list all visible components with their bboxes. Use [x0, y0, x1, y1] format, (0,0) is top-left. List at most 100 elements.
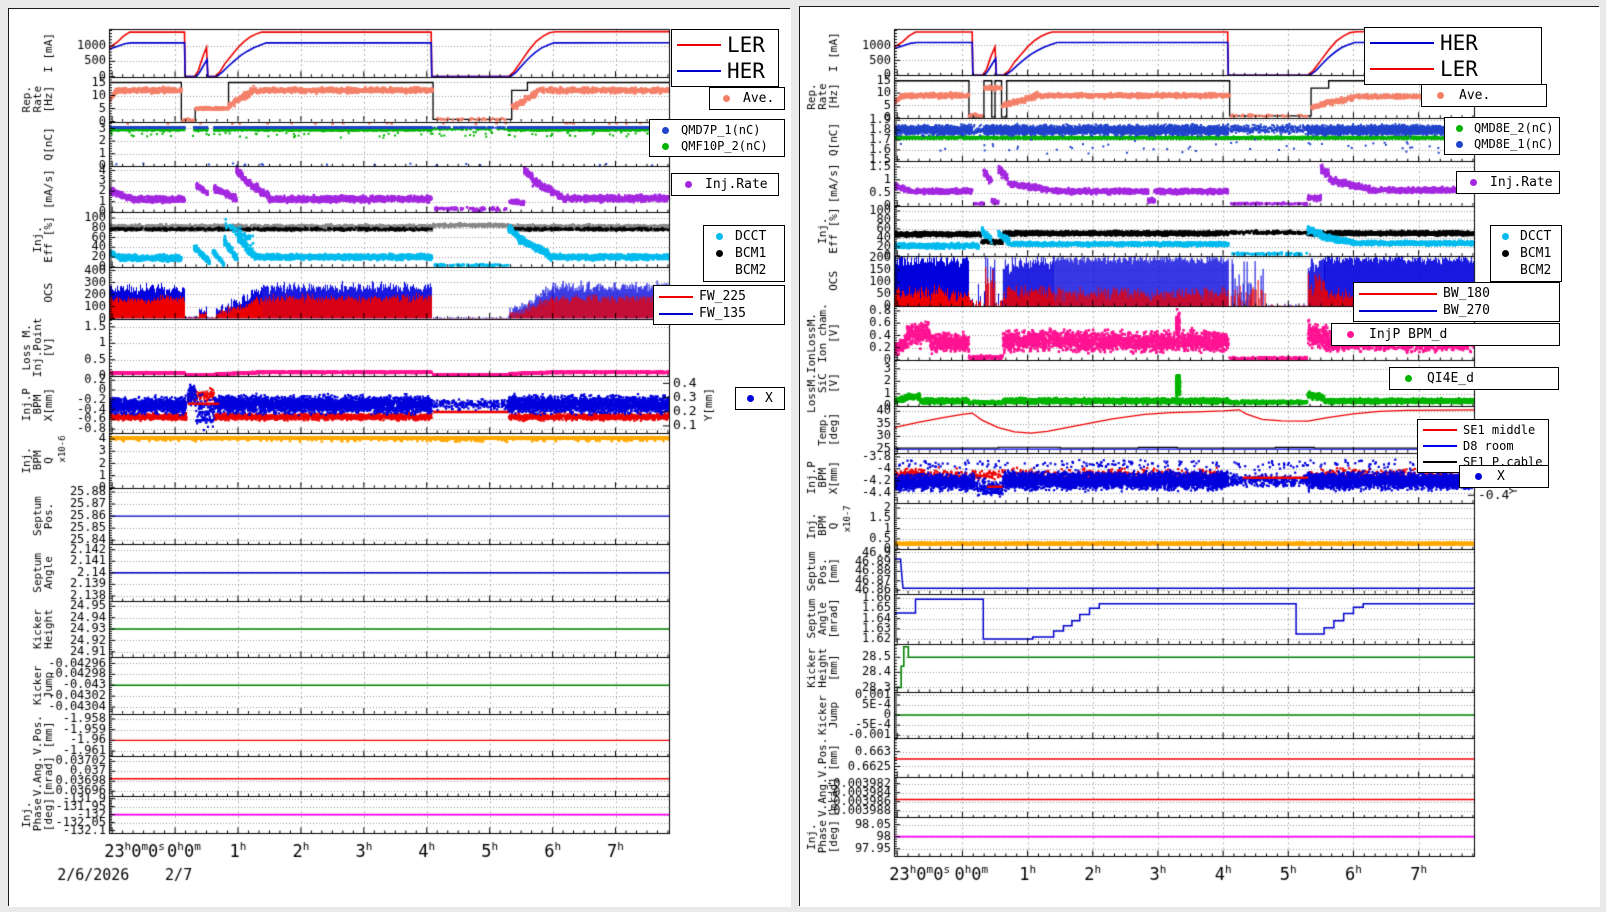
line-marker-ler — [677, 44, 721, 46]
legend-item-qmd8e-2-nc: QMD8E_2(nC) — [1450, 120, 1554, 136]
legend-item-bcm2: BCM2 — [1496, 262, 1556, 279]
legend-label: QMF10P_2(nC) — [681, 139, 768, 153]
legend-label: X — [1497, 469, 1505, 484]
dot-marker-ave — [1427, 92, 1453, 99]
legend-qi4e-d: QI4E_d — [1389, 367, 1559, 390]
legend-item-dcct: DCCT — [1496, 228, 1556, 245]
line-marker-se1-middle — [1423, 429, 1457, 431]
legend-label: X — [765, 391, 773, 406]
line-marker-se1-p-cable — [1423, 461, 1457, 463]
legend-label: BCM1 — [1520, 246, 1552, 261]
legend-inj-rate: Inj.Rate — [671, 173, 779, 196]
legend-label: Inj.Rate — [1490, 175, 1553, 190]
legend-label: BCM1 — [735, 246, 767, 261]
legend-rep-rate-ave: Ave. — [1421, 84, 1547, 107]
legend-item-her: HER — [1370, 30, 1536, 56]
line-marker-fw-135 — [659, 312, 693, 315]
dot-marker-bcm1 — [709, 250, 729, 257]
legend-item-bcm1: BCM1 — [1496, 245, 1556, 262]
legend-item-bcm2: BCM2 — [709, 262, 779, 279]
line-marker-bw-180 — [1359, 292, 1437, 295]
dot-marker-inj-rate — [677, 181, 699, 188]
legend-label: QMD8E_1(nC) — [1474, 137, 1554, 151]
dot-marker-bcm1 — [1496, 250, 1514, 257]
line-marker-ler — [1370, 68, 1434, 70]
legend-inj-rate: Inj.Rate — [1456, 171, 1560, 194]
legend-item-x: X — [1465, 468, 1543, 485]
legend-item-ave: Ave. — [715, 90, 779, 107]
legend-label: SE1 middle — [1463, 423, 1536, 437]
legend-rep-rate-ave: Ave. — [709, 87, 785, 110]
legend-label: Inj.Rate — [705, 177, 768, 192]
dot-marker-x — [1465, 473, 1491, 480]
legend-label: DCCT — [735, 229, 767, 244]
legend-label: LER — [727, 33, 765, 57]
legend-inj-eff: DCCT BCM1 BCM2 — [703, 225, 785, 282]
legend-label: HER — [1440, 31, 1478, 55]
legend-loss-bw: BW_180 BW_270 — [1353, 282, 1560, 322]
legend-charge: QMD7P_1(nC) QMF10P_2(nC) — [649, 119, 785, 157]
legend-item-ler: LER — [677, 32, 773, 58]
panel-ler: LER HER Ave. QMD7P_1(nC) QMF10P_2(nC) Inj.Rat… — [8, 8, 791, 907]
legend-label: BW_270 — [1443, 303, 1490, 318]
line-marker-her — [1370, 42, 1434, 44]
legend-beam-current: LER HER — [671, 29, 779, 87]
dot-marker-ave — [715, 95, 737, 102]
dot-marker-qi4e-d — [1395, 375, 1421, 382]
legend-item-qi4e-d: QI4E_d — [1395, 370, 1553, 387]
legend-item-d8-room: D8 room — [1423, 438, 1543, 454]
legend-label: InjP BPM_d — [1369, 327, 1448, 342]
legend-item-qmd7p-1-nc: QMD7P_1(nC) — [655, 122, 779, 138]
legend-label: DCCT — [1520, 229, 1552, 244]
legend-label: QMD8E_2(nC) — [1474, 121, 1554, 135]
legend-label: Ave. — [743, 91, 775, 106]
ler-strip-charts-canvas — [9, 9, 791, 907]
legend-item-qmf10p-2-nc: QMF10P_2(nC) — [655, 138, 779, 154]
legend-item-qmd8e-1-nc: QMD8E_1(nC) — [1450, 136, 1554, 152]
legend-item-ler: LER — [1370, 56, 1536, 82]
dot-marker-qmd7p-1-nc — [655, 126, 675, 134]
legend-item-bcm1: BCM1 — [709, 245, 779, 262]
legend-label: QMD7P_1(nC) — [681, 123, 761, 137]
legend-item-fw-225: FW_225 — [659, 288, 779, 305]
legend-temp: SE1 middle D8 room SE1 P.cable — [1417, 419, 1549, 473]
legend-item-se1-middle: SE1 middle — [1423, 422, 1543, 438]
legend-label: BCM2 — [1520, 263, 1552, 278]
dot-marker-qmd8e-2-nc — [1450, 124, 1468, 132]
legend-item-inj-rate: Inj.Rate — [677, 176, 773, 193]
legend-label: FW_225 — [699, 289, 746, 304]
legend-bpm-x: X — [735, 387, 785, 410]
legend-item-her: HER — [677, 58, 773, 84]
dot-marker-qmf10p-2-nc — [655, 142, 675, 150]
legend-item-fw-135: FW_135 — [659, 305, 779, 322]
line-marker-bw-270 — [1359, 309, 1437, 312]
legend-charge: QMD8E_2(nC) QMD8E_1(nC) — [1444, 117, 1560, 155]
legend-label: LER — [1440, 57, 1478, 81]
legend-label: BW_180 — [1443, 286, 1490, 301]
legend-label: FW_135 — [699, 306, 746, 321]
legend-label: Ave. — [1459, 88, 1491, 103]
legend-item-dcct: DCCT — [709, 228, 779, 245]
legend-label: HER — [727, 59, 765, 83]
dot-marker-x — [741, 395, 759, 402]
legend-injp-bpm-d: InjP BPM_d — [1331, 323, 1560, 346]
line-marker-fw-225 — [659, 295, 693, 298]
dot-marker-qmd8e-1-nc — [1450, 140, 1468, 148]
legend-beam-current: HER LER — [1364, 27, 1542, 85]
legend-bpm-x: X — [1459, 465, 1549, 488]
line-marker-her — [677, 70, 721, 72]
legend-item-x: X — [741, 390, 779, 407]
legend-item-bw-180: BW_180 — [1359, 285, 1554, 302]
panel-her: HER LER Ave. QMD8E_2(nC) QMD8E_1(nC) Inj.Rate… — [799, 6, 1600, 907]
legend-label: D8 room — [1463, 439, 1514, 453]
legend-item-ave: Ave. — [1427, 87, 1541, 104]
legend-item-bw-270: BW_270 — [1359, 302, 1554, 319]
line-marker-d8-room — [1423, 445, 1457, 447]
legend-label: BCM2 — [735, 263, 767, 278]
legend-loss-fw: FW_225 FW_135 — [653, 285, 785, 325]
dot-marker-injp-bpm-d — [1337, 331, 1363, 338]
dot-marker-inj-rate — [1462, 179, 1484, 186]
dot-marker-dcct — [1496, 233, 1514, 240]
legend-label: QI4E_d — [1427, 371, 1474, 386]
